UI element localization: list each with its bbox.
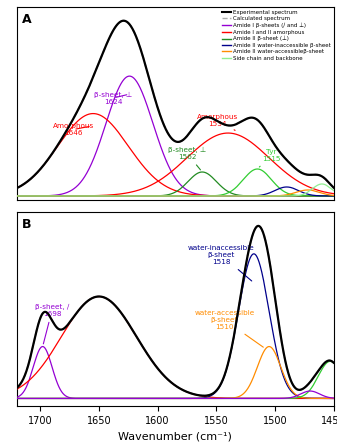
- X-axis label: Wavenumber (cm⁻¹): Wavenumber (cm⁻¹): [118, 431, 232, 441]
- Text: A: A: [22, 12, 31, 25]
- Text: water-inaccessible
β-sheet
1518: water-inaccessible β-sheet 1518: [188, 245, 254, 281]
- Text: Amorphous
1646: Amorphous 1646: [53, 123, 94, 136]
- Text: β-sheet, ⊥
1562: β-sheet, ⊥ 1562: [168, 147, 206, 170]
- Text: β-sheet, ∕
1698: β-sheet, ∕ 1698: [35, 304, 69, 344]
- Text: B: B: [22, 218, 31, 231]
- Text: β-sheet, ⊥
1624: β-sheet, ⊥ 1624: [94, 91, 132, 104]
- Text: water-accessible
β-sheet
1510: water-accessible β-sheet 1510: [194, 310, 263, 347]
- Text: Amorphous
1534: Amorphous 1534: [197, 114, 238, 130]
- Text: Tyr
1515: Tyr 1515: [259, 149, 281, 167]
- Legend: Experimental spectrum, Calculated spectrum, Amide I β-sheets (∕ and ⊥), Amide I : Experimental spectrum, Calculated spectr…: [221, 9, 331, 61]
